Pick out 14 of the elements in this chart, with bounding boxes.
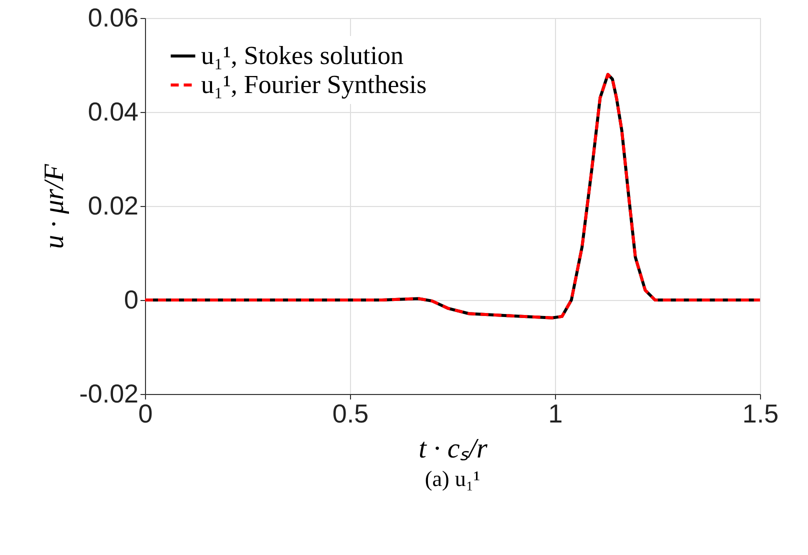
x-tick-label: 1	[548, 398, 563, 428]
line-series	[144, 72, 762, 320]
legend-label: u₁¹, Fourier Synthesis	[201, 70, 427, 99]
y-tick-label: 0.04	[88, 96, 138, 126]
y-tick-label: -0.02	[79, 378, 138, 408]
y-tick-label: 0.06	[88, 2, 138, 32]
text: (a) u₁¹	[424, 466, 480, 491]
y-tick-label: 0	[124, 284, 138, 314]
x-tick-label: 1.5	[742, 398, 779, 428]
legend-label: u₁¹, Stokes solution	[201, 41, 404, 70]
x-axis-title: t · cₛ/r	[418, 434, 488, 464]
y-axis-title: u · μr/F	[39, 163, 70, 249]
y-tick-label: 0.02	[88, 190, 138, 220]
x-tick-label: 0.5	[332, 398, 369, 428]
